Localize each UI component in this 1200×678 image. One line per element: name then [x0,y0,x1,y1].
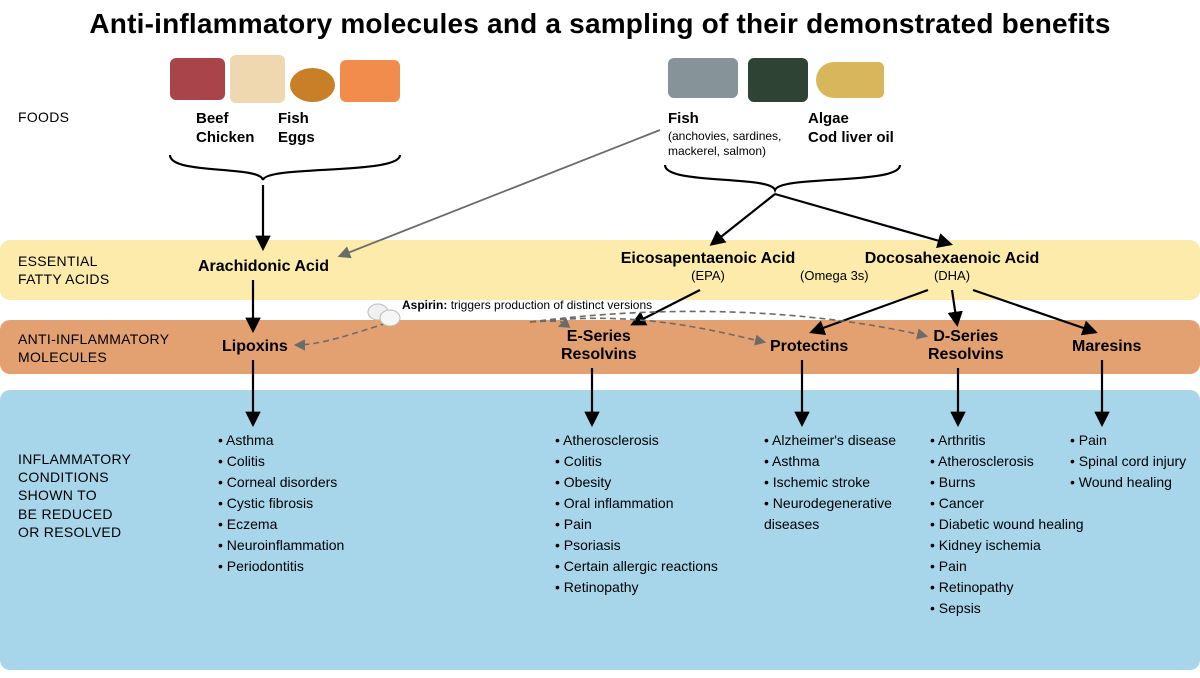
food-label-fish-right: Fish (anchovies, sardines, mackerel, sal… [668,110,808,159]
row-label-essential-fatty-acids: ESSENTIAL FATTY ACIDS [18,252,109,288]
node-omega3-label: (Omega 3s) [800,268,869,283]
node-e-resolvins: Resolvins [561,346,637,363]
conditions-e-resolvins: • Atherosclerosis • Colitis • Obesity • … [555,430,718,598]
conditions-maresins: • Pain • Spinal cord injury • Wound heal… [1070,430,1186,493]
arrow-foods-to-epa [712,194,775,244]
food-image-cod-liver-oil [816,62,884,98]
food-image-algae [748,58,808,102]
node-d-series: D-Series [933,328,998,345]
row-label-inflammatory-conditions: INFLAMMATORY CONDITIONS SHOWN TO BE REDU… [18,450,131,541]
food-image-anchovies [668,58,738,98]
food-label-algae-codliver: Algae Cod liver oil [808,110,894,148]
node-d-resolvins: Resolvins [928,346,1004,363]
node-lipoxins: Lipoxins [222,338,288,356]
node-dha: Docosahexaenoic Acid (DHA) [862,250,1042,283]
conditions-lipoxins: • Asthma • Colitis • Corneal disorders •… [218,430,344,577]
node-arachidonic-acid: Arachidonic Acid [198,258,329,276]
node-d-series-resolvins: D-Series Resolvins [928,328,1004,364]
food-image-chicken [230,55,285,103]
node-e-series: E-Series [567,328,631,345]
food-label-fish-right-subnote: (anchovies, sardines, mackerel, salmon) [668,129,808,159]
aspirin-note: Aspirin: triggers production of distinct… [402,298,652,312]
food-label-fish-eggs: Fish Eggs [278,110,315,148]
arrow-fish-to-arachidonic [340,130,660,256]
node-epa: Eicosapentaenoic Acid (EPA) [618,250,798,283]
row-label-foods: FOODS [18,108,69,126]
node-e-series-resolvins: E-Series Resolvins [561,328,637,364]
brace-right-foods [665,165,900,190]
brace-left-foods [170,155,400,180]
food-label-cod-liver-oil: Cod liver oil [808,129,894,146]
page-title: Anti-inflammatory molecules and a sampli… [0,0,1200,40]
food-image-beef [170,58,225,100]
node-maresins: Maresins [1072,338,1141,356]
food-image-salmon [340,60,400,102]
node-dha-name: Docosahexaenoic Acid [865,250,1040,267]
food-label-beef-chicken: Beef Chicken [196,110,254,148]
node-protectins: Protectins [770,338,848,356]
food-label-chicken: Chicken [196,129,254,146]
arrow-foods-to-dha [775,194,950,244]
food-label-fish-right-text: Fish [668,110,699,127]
food-label-fish: Fish [278,110,309,127]
row-label-anti-inflammatory-molecules: ANTI-INFLAMMATORY MOLECULES [18,330,169,366]
food-label-algae: Algae [808,110,849,127]
conditions-protectins: • Alzheimer's disease • Asthma • Ischemi… [764,430,896,535]
aspirin-pill-icon [368,304,388,320]
node-epa-abbr: (EPA) [618,268,798,283]
conditions-d-resolvins: • Arthritis • Atherosclerosis • Burns • … [930,430,1084,619]
food-label-beef: Beef [196,110,229,127]
aspirin-label: Aspirin: [402,298,447,312]
food-image-eggs [290,68,335,102]
food-label-eggs: Eggs [278,129,315,146]
node-epa-name: Eicosapentaenoic Acid [621,250,796,267]
aspirin-text: triggers production of distinct versions [451,298,652,312]
node-dha-abbr: (DHA) [862,268,1042,283]
